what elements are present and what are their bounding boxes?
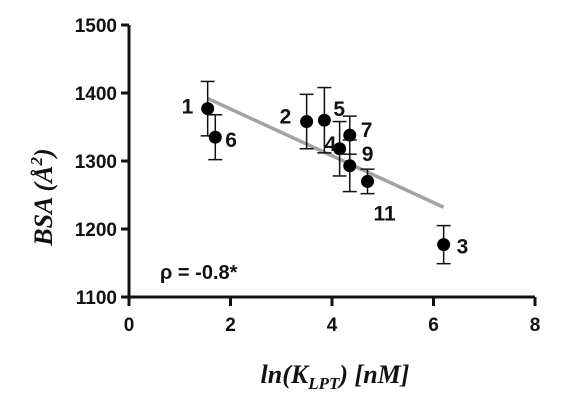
point-marker bbox=[317, 113, 331, 127]
point-label: 9 bbox=[362, 143, 374, 166]
point-label: 4 bbox=[325, 133, 337, 156]
data-point-1: 1 bbox=[182, 80, 215, 137]
data-points: 1 6 2 5 4 79 11 3 bbox=[182, 80, 469, 265]
data-point-6: 6 bbox=[208, 114, 237, 161]
x-axis-title-post: ) [nM] bbox=[337, 360, 409, 389]
data-point-4: 4 bbox=[325, 120, 347, 177]
x-tick-label: 8 bbox=[530, 315, 541, 336]
x-axis-title-subscript: LPT bbox=[307, 374, 340, 393]
x-axis-title: ln(KLPT) [nM] bbox=[261, 360, 410, 393]
point-marker bbox=[208, 130, 222, 144]
y-axis-title-pre: BSA ( bbox=[29, 180, 58, 246]
x-tick-label: 2 bbox=[225, 315, 236, 336]
y-axis-title-superscript: 2 bbox=[27, 156, 46, 166]
data-point-9: 9 bbox=[342, 139, 374, 193]
point-label: 6 bbox=[225, 129, 237, 152]
point-marker bbox=[361, 174, 375, 188]
data-point-3: 3 bbox=[436, 224, 469, 265]
y-axis: 1100 1200 1300 1400 1500 bbox=[75, 16, 131, 309]
point-label: 7 bbox=[361, 119, 373, 142]
point-marker bbox=[343, 128, 357, 142]
point-label: 2 bbox=[280, 106, 292, 129]
data-point-11: 11 bbox=[360, 168, 397, 225]
data-point-2: 2 bbox=[280, 93, 314, 150]
point-label: 5 bbox=[333, 98, 345, 121]
point-marker bbox=[437, 238, 451, 252]
correlation-annotation: ρ = -0.8* bbox=[160, 262, 238, 284]
y-axis-title-angstrom: Å bbox=[29, 165, 58, 184]
y-tick-label: 1200 bbox=[75, 220, 117, 241]
point-label: 11 bbox=[374, 202, 397, 225]
point-marker bbox=[300, 115, 314, 129]
point-label: 1 bbox=[182, 96, 194, 119]
x-axis-title-pre: ln(K bbox=[261, 360, 310, 389]
point-marker bbox=[343, 159, 357, 173]
point-marker bbox=[333, 142, 347, 156]
data-point-5: 5 bbox=[317, 86, 345, 154]
x-tick-label: 4 bbox=[327, 315, 338, 336]
y-tick-label: 1300 bbox=[75, 152, 117, 173]
x-tick-label: 0 bbox=[124, 315, 135, 336]
y-tick-label: 1100 bbox=[76, 288, 117, 309]
x-tick-label: 6 bbox=[428, 315, 439, 336]
y-axis-title-post: ) bbox=[29, 148, 58, 159]
x-axis: 0 2 4 6 8 bbox=[124, 295, 541, 336]
point-label: 3 bbox=[457, 236, 469, 259]
y-tick-label: 1400 bbox=[75, 84, 117, 105]
y-tick-label: 1500 bbox=[75, 16, 117, 37]
data-point-7: 7 bbox=[342, 115, 373, 155]
point-marker bbox=[201, 102, 215, 116]
y-axis-title: BSA (Å2) bbox=[27, 148, 58, 246]
